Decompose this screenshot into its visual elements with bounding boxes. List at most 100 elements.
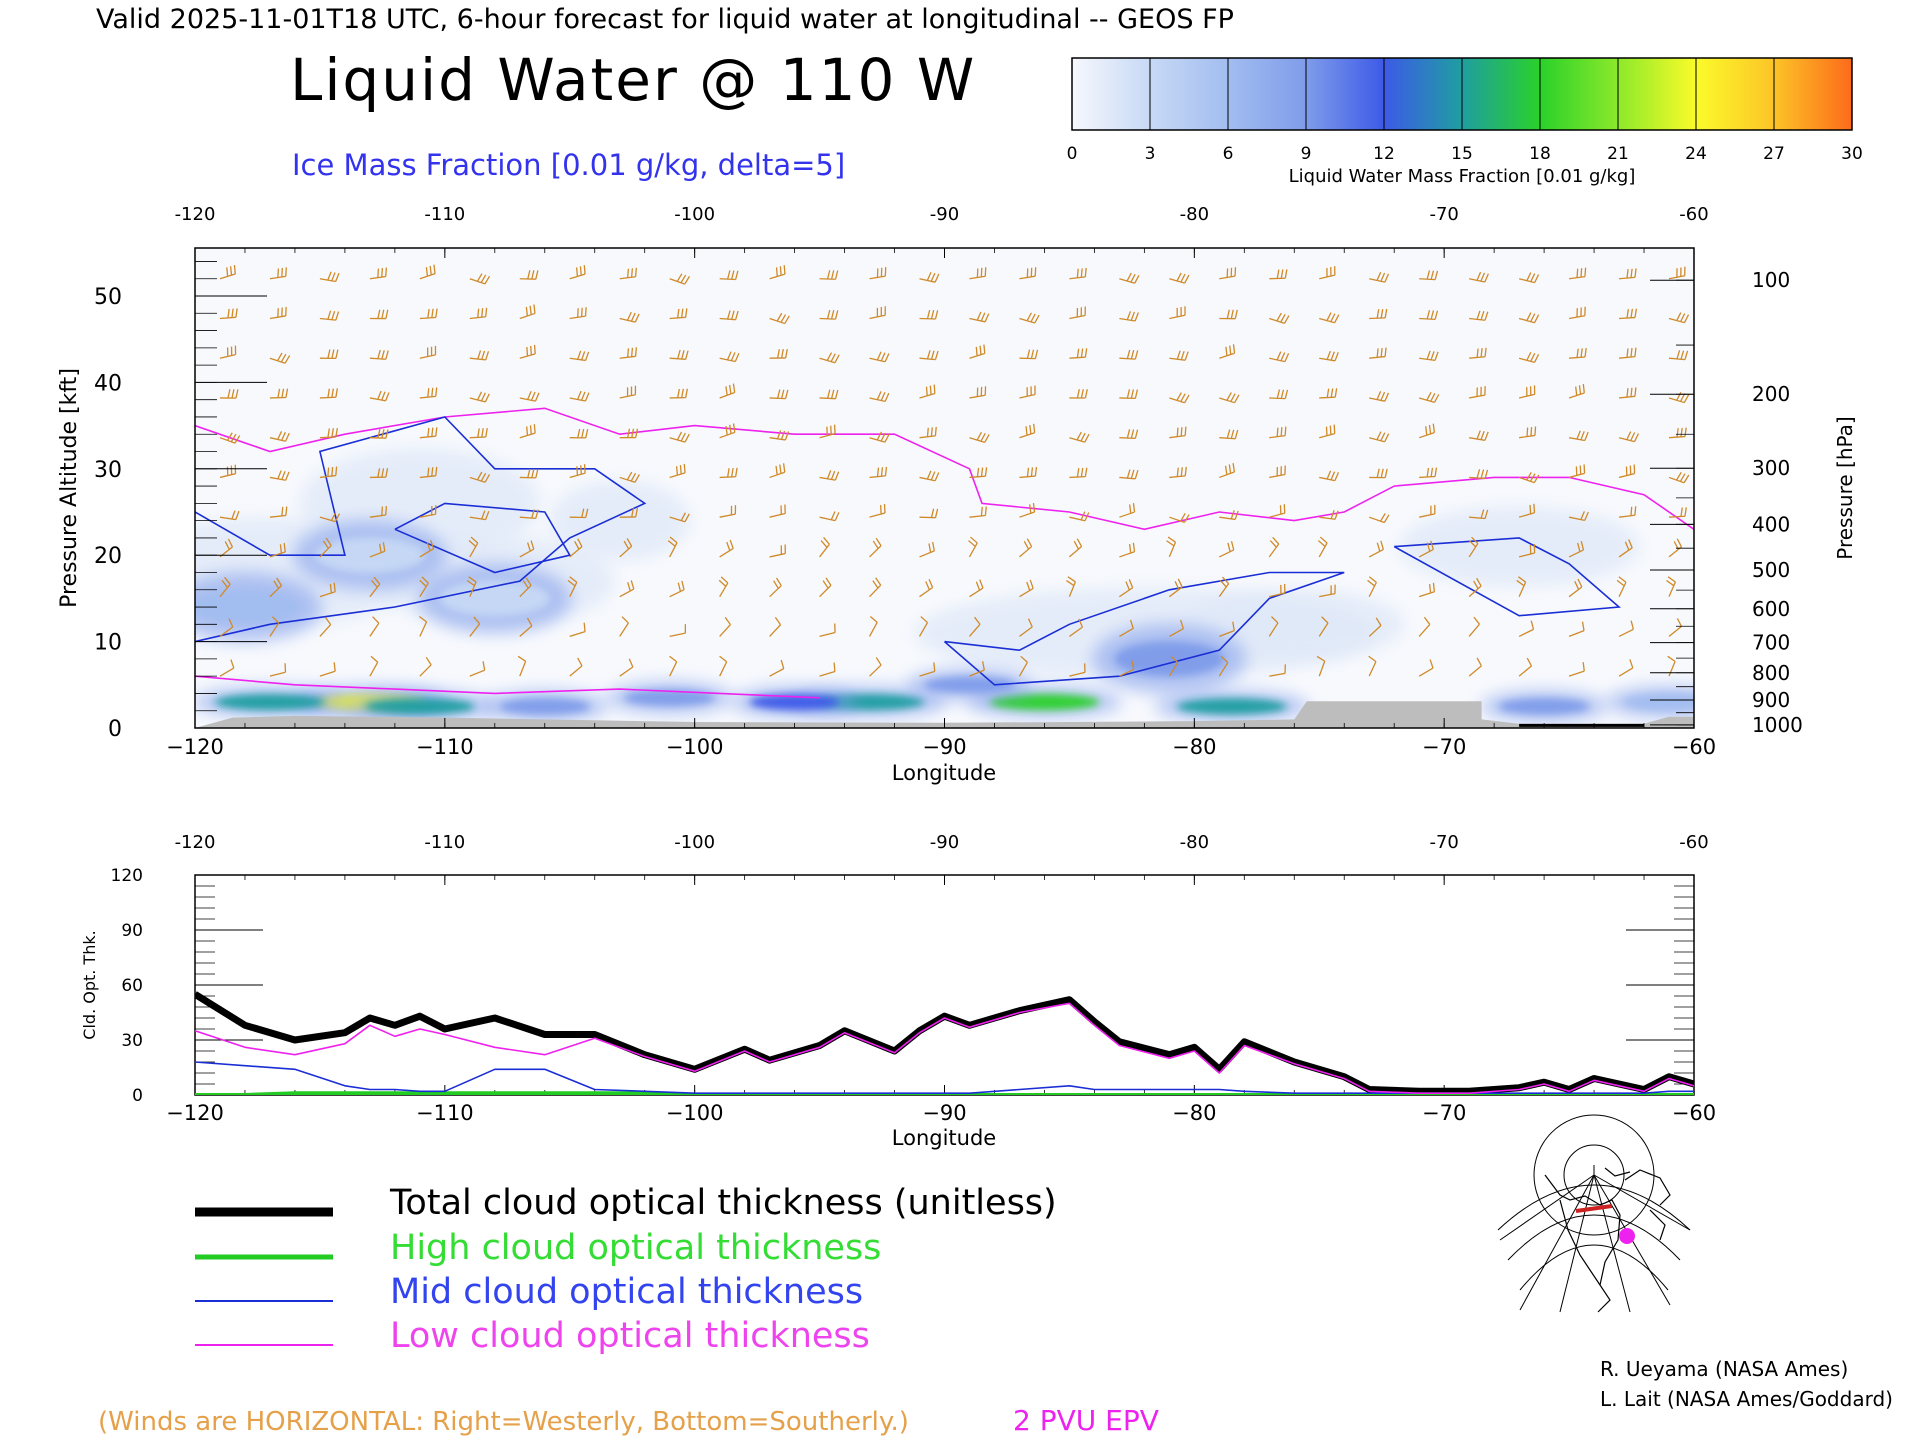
wind-barb xyxy=(1317,536,1328,558)
wind-barb xyxy=(269,388,289,399)
wind-barb xyxy=(1568,621,1585,638)
wind-barb xyxy=(1169,350,1189,361)
wind-barb xyxy=(1668,312,1690,324)
wind-barb xyxy=(669,580,685,598)
wind-barb xyxy=(619,267,637,280)
top-axis-tick-label: -70 xyxy=(1429,832,1458,853)
wind-barb xyxy=(1518,351,1540,363)
right-axis-tick-label: 700 xyxy=(1752,631,1790,655)
wind-barb xyxy=(869,391,890,402)
right-axis-tick-label: 400 xyxy=(1752,512,1790,536)
bottom-axis-tick-label: −100 xyxy=(666,1101,724,1125)
wind-barb xyxy=(369,506,388,518)
wind-barb xyxy=(1618,431,1640,443)
wind-barb xyxy=(519,509,539,520)
wind-barb xyxy=(1019,467,1038,479)
wind-barb xyxy=(969,386,987,399)
legend-label-total: Total cloud optical thickness (unitless) xyxy=(389,1183,1057,1223)
colorbar-label: Liquid Water Mass Fraction [0.01 g/kg] xyxy=(1289,166,1636,187)
wind-barb xyxy=(519,424,536,439)
wind-barb xyxy=(719,423,736,439)
wind-barb xyxy=(519,540,535,558)
wind-barb xyxy=(969,506,987,518)
wind-barb xyxy=(819,623,836,638)
wind-barb xyxy=(719,616,731,637)
wind-barb xyxy=(469,471,491,483)
wind-barb xyxy=(319,616,332,637)
wind-barb xyxy=(519,304,536,320)
wind-barb xyxy=(619,471,640,483)
wind-barb xyxy=(1668,350,1689,361)
wind-barb xyxy=(1019,267,1037,280)
wind-barb xyxy=(1019,502,1036,518)
wind-barb xyxy=(1668,507,1687,518)
wind-barb xyxy=(819,511,840,522)
wind-barb xyxy=(1419,467,1438,479)
series-total-line xyxy=(195,991,1694,1095)
top-ylabel-right: Pressure [hPa] xyxy=(1833,416,1857,559)
wind-barb xyxy=(1418,540,1434,558)
wind-barb xyxy=(1368,655,1377,677)
wind-barb xyxy=(319,310,340,321)
wind-barb xyxy=(419,656,432,677)
wind-barb xyxy=(219,308,238,320)
wind-barb xyxy=(769,265,786,280)
wind-barb xyxy=(1068,538,1083,558)
wind-barb xyxy=(1319,312,1340,324)
right-axis-tick-label: 300 xyxy=(1752,456,1790,480)
wind-barb xyxy=(1169,272,1190,284)
top-axis-tick-label: -110 xyxy=(424,204,465,225)
wind-barb xyxy=(1169,426,1187,439)
wind-barb xyxy=(469,391,490,403)
wind-barb xyxy=(1019,312,1040,324)
wind-barb xyxy=(1219,541,1235,558)
wind-barb xyxy=(468,536,479,558)
wind-barb xyxy=(1319,510,1339,520)
colorbar: 0 3 6 9 12 15 18 21 24 27 30 xyxy=(1067,57,1863,164)
bottom-axis-tick-label: −90 xyxy=(922,735,966,759)
wind-barb xyxy=(219,510,240,521)
ground-mask xyxy=(195,701,1694,728)
bottom-axis-tick-label: −60 xyxy=(1672,735,1716,759)
wind-barb xyxy=(519,390,540,402)
wind-barb xyxy=(569,390,590,402)
wind-barb xyxy=(669,655,678,677)
wind-barb xyxy=(819,537,830,558)
wind-barb xyxy=(719,310,739,321)
wind-barb xyxy=(1219,267,1237,280)
top-panel: -120 −120 -110 −110 -100 −100 -90 −90 -80 −80 -70 −… xyxy=(57,204,1857,785)
wind-barb xyxy=(868,616,878,637)
wind-barb xyxy=(269,577,283,598)
wind-barb xyxy=(1418,582,1436,598)
wind-barb xyxy=(1269,465,1286,479)
wind-barb xyxy=(1319,388,1338,399)
wind-barb xyxy=(219,389,239,399)
wind-barb xyxy=(569,622,586,638)
left-axis-tick-label: 30 xyxy=(94,458,122,483)
wind-barb xyxy=(219,265,236,280)
wind-barb xyxy=(769,577,782,598)
wind-barb xyxy=(769,312,790,325)
wind-barb xyxy=(1069,431,1090,443)
wind-barb xyxy=(569,307,587,320)
wind-barb xyxy=(719,270,739,281)
wind-barb xyxy=(969,344,986,359)
wind-barb xyxy=(669,512,690,523)
wind-barb xyxy=(619,616,629,637)
wind-barb xyxy=(269,306,287,320)
wind-barb xyxy=(1269,504,1286,518)
wind-barb xyxy=(869,577,882,598)
wind-barb xyxy=(219,576,231,598)
wind-barb xyxy=(769,389,789,400)
bottom-axis-tick-label: −100 xyxy=(666,735,724,759)
wind-barb xyxy=(1119,660,1135,677)
locator-map-marker xyxy=(1619,1228,1635,1244)
wind-barb xyxy=(1568,464,1586,479)
top-axis-tick-label: -80 xyxy=(1180,204,1209,225)
bottom-axis-tick-label: −90 xyxy=(922,1101,966,1125)
colorbar-tick-label: 6 xyxy=(1223,144,1234,164)
colorbar-tick-label: 9 xyxy=(1301,144,1312,164)
wind-barb xyxy=(469,350,490,361)
ice-contours xyxy=(195,416,1621,686)
wind-barb xyxy=(1518,543,1536,558)
